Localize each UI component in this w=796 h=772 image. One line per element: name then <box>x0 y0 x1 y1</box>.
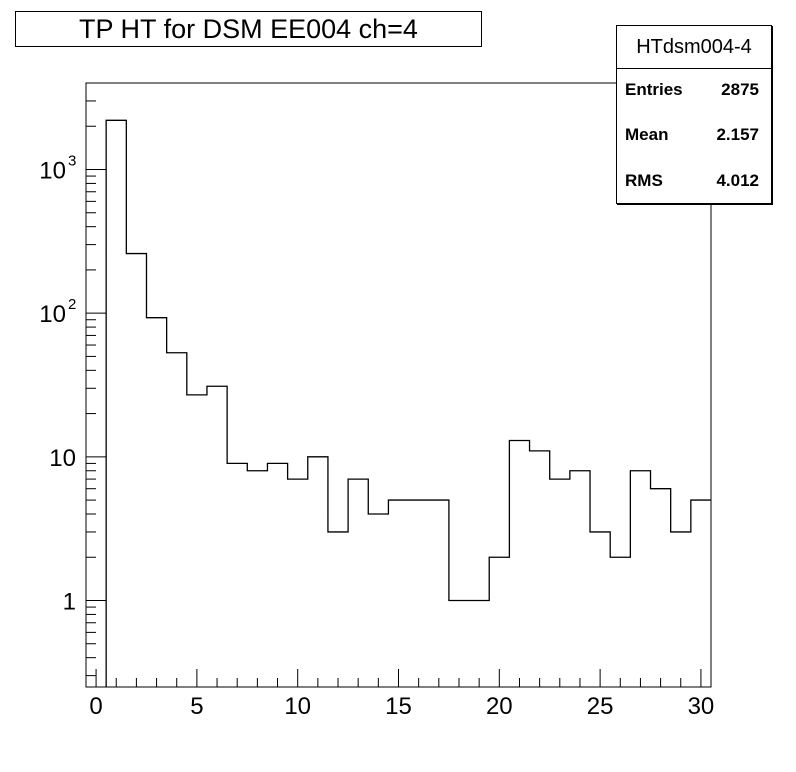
y-tick-exponent: 3 <box>68 152 76 169</box>
stat-label: Mean <box>625 125 669 144</box>
stat-label: RMS <box>625 171 663 190</box>
x-tick-label: 20 <box>486 693 513 720</box>
y-tick-label: 10 <box>39 301 66 328</box>
stats-title: HTdsm004-4 <box>617 26 771 69</box>
stat-rms: RMS 4.012 <box>625 171 759 191</box>
stat-value: 2.157 <box>716 125 759 144</box>
axis-ticks <box>86 82 702 687</box>
x-tick-label: 0 <box>89 693 102 720</box>
stats-box: HTdsm004-4 Entries 2875 Mean 2.157 RMS 4… <box>616 25 772 204</box>
x-tick-label: 10 <box>284 693 311 720</box>
y-tick-label: 10 <box>39 157 66 184</box>
chart-title: TP HT for DSM EE004 ch=4 <box>15 11 482 47</box>
y-tick-label: 1 <box>63 589 76 616</box>
x-tick-label: 25 <box>587 693 614 720</box>
x-tick-label: 5 <box>190 693 203 720</box>
stat-label: Entries <box>625 80 683 99</box>
x-tick-label: 30 <box>688 693 715 720</box>
stat-entries: Entries 2875 <box>625 80 759 100</box>
stat-mean: Mean 2.157 <box>625 125 759 145</box>
histogram-line <box>105 119 711 687</box>
stat-value: 2875 <box>721 80 759 99</box>
x-tick-label: 15 <box>385 693 412 720</box>
y-tick-exponent: 2 <box>68 296 76 313</box>
stat-value: 4.012 <box>716 171 759 190</box>
y-tick-label: 10 <box>49 445 76 472</box>
